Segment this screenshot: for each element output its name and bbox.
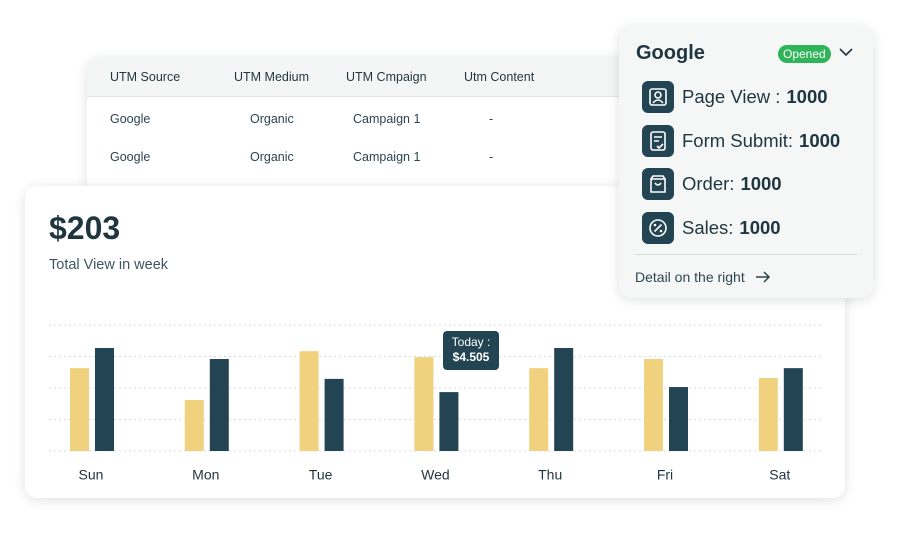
table-cell: -	[489, 150, 494, 164]
bar	[324, 378, 344, 451]
table-cell: Campaign 1	[353, 150, 421, 164]
bar	[95, 347, 114, 451]
status-badge[interactable]: Opened	[778, 45, 831, 63]
bar	[529, 368, 549, 451]
arrow-icon	[755, 271, 770, 283]
table-cell: Organic	[250, 150, 294, 164]
metric-value: 1000	[799, 129, 841, 151]
bar	[758, 377, 778, 451]
metric-row: Page View :1000	[682, 86, 828, 108]
metric-value: 1000	[786, 86, 828, 107]
metric-row: Sales: 1000	[682, 217, 781, 239]
total-caption: Total View in week	[49, 257, 169, 273]
bar	[70, 368, 89, 451]
divider	[635, 254, 857, 255]
x-tick-label: Thu	[538, 467, 562, 483]
bar	[184, 399, 204, 451]
x-tick-label: Wed	[421, 467, 450, 483]
x-tick-label: Sat	[769, 467, 790, 483]
table-cell: Campaign 1	[353, 112, 421, 126]
utm-table: UTM Source UTM Medium UTM Cmpaign Utm Conte…	[87, 58, 647, 193]
icon-glyph	[650, 130, 666, 151]
metric-icon	[642, 168, 674, 200]
source-popup: Google Opened Page View :1000 Form Submit…	[619, 26, 873, 298]
bar	[414, 357, 434, 451]
metric-row: Form Submit: 1000	[682, 130, 840, 152]
column-header: UTM Cmpaign	[346, 70, 427, 84]
table-cell: Organic	[250, 112, 294, 126]
total-amount: $203	[49, 210, 121, 246]
metric-row: Order: 1000	[682, 173, 782, 195]
bar-chart: Sun Mon Tue Wed Thu Fri Sat	[49, 324, 822, 483]
metric-label: Page View :	[682, 86, 781, 107]
metric-label: Form Submit:	[682, 129, 794, 151]
bar	[209, 359, 229, 451]
icon-glyph	[649, 88, 667, 106]
metric-label: Order:	[682, 173, 735, 194]
tooltip-label: Today :	[451, 335, 491, 349]
column-header: Utm Content	[464, 70, 535, 84]
metric-value: 1000	[739, 216, 781, 238]
table-cell: -	[489, 112, 494, 126]
bar	[554, 347, 574, 451]
table-cell: Google	[110, 112, 151, 126]
x-tick-label: Sun	[79, 467, 104, 483]
bar	[299, 351, 319, 451]
column-header: UTM Source	[110, 70, 181, 84]
icon-glyph	[649, 218, 667, 237]
table-cell: Google	[110, 150, 151, 164]
icon-glyph	[650, 175, 666, 193]
table-header	[87, 58, 647, 97]
metric-icon	[642, 211, 674, 244]
detail-link-text[interactable]: Detail on the right	[635, 269, 745, 285]
bar	[669, 387, 688, 451]
metric-icon	[642, 81, 674, 113]
metric-icon	[642, 124, 674, 157]
chevron[interactable]	[839, 47, 853, 57]
tooltip-value: $4.505	[452, 350, 490, 364]
bar	[439, 392, 459, 451]
column-header: UTM Medium	[234, 70, 310, 84]
metric-value: 1000	[740, 173, 782, 194]
x-tick-label: Tue	[309, 467, 333, 483]
popup-title: Google	[636, 42, 705, 64]
x-tick-label: Mon	[192, 467, 219, 483]
bar	[783, 368, 803, 451]
tooltip: Today : $4.505	[443, 331, 499, 370]
x-tick-label: Fri	[657, 467, 673, 483]
detail-link[interactable]: Detail on the right	[635, 269, 771, 285]
metric-label: Sales:	[682, 216, 734, 238]
bar	[644, 359, 663, 451]
